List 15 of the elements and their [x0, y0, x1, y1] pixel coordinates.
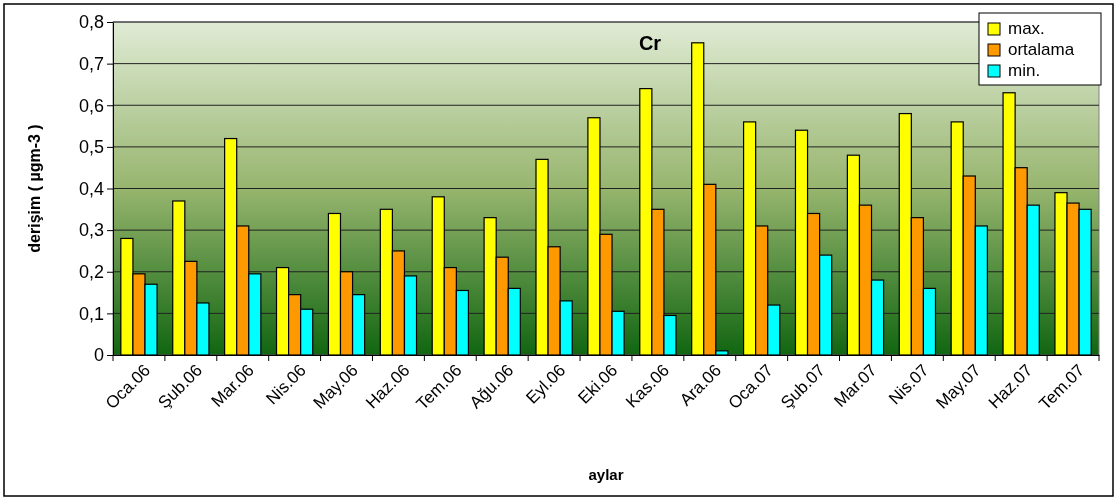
x-axis-title: aylar [588, 466, 624, 483]
y-tick-label: 0,4 [78, 178, 104, 199]
y-tick-label: 0,1 [78, 303, 104, 324]
text: Cr [638, 32, 662, 54]
y-tick-label: 0,2 [78, 262, 104, 283]
legend-label: min. [1008, 61, 1041, 80]
legend-label: ortalama [1008, 40, 1075, 59]
y-tick-label: 0,7 [78, 53, 104, 74]
y-tick-label: 0,6 [78, 95, 104, 116]
y-tick-label: 0,5 [78, 137, 104, 158]
y-tick-label: 0 [93, 345, 104, 366]
legend-label: max. [1008, 19, 1045, 38]
y-tick-label: 0,3 [78, 220, 104, 241]
y-axis-title: derişim ( µgm-3 ) [26, 124, 43, 253]
y-tick-label: 0,8 [78, 12, 104, 33]
